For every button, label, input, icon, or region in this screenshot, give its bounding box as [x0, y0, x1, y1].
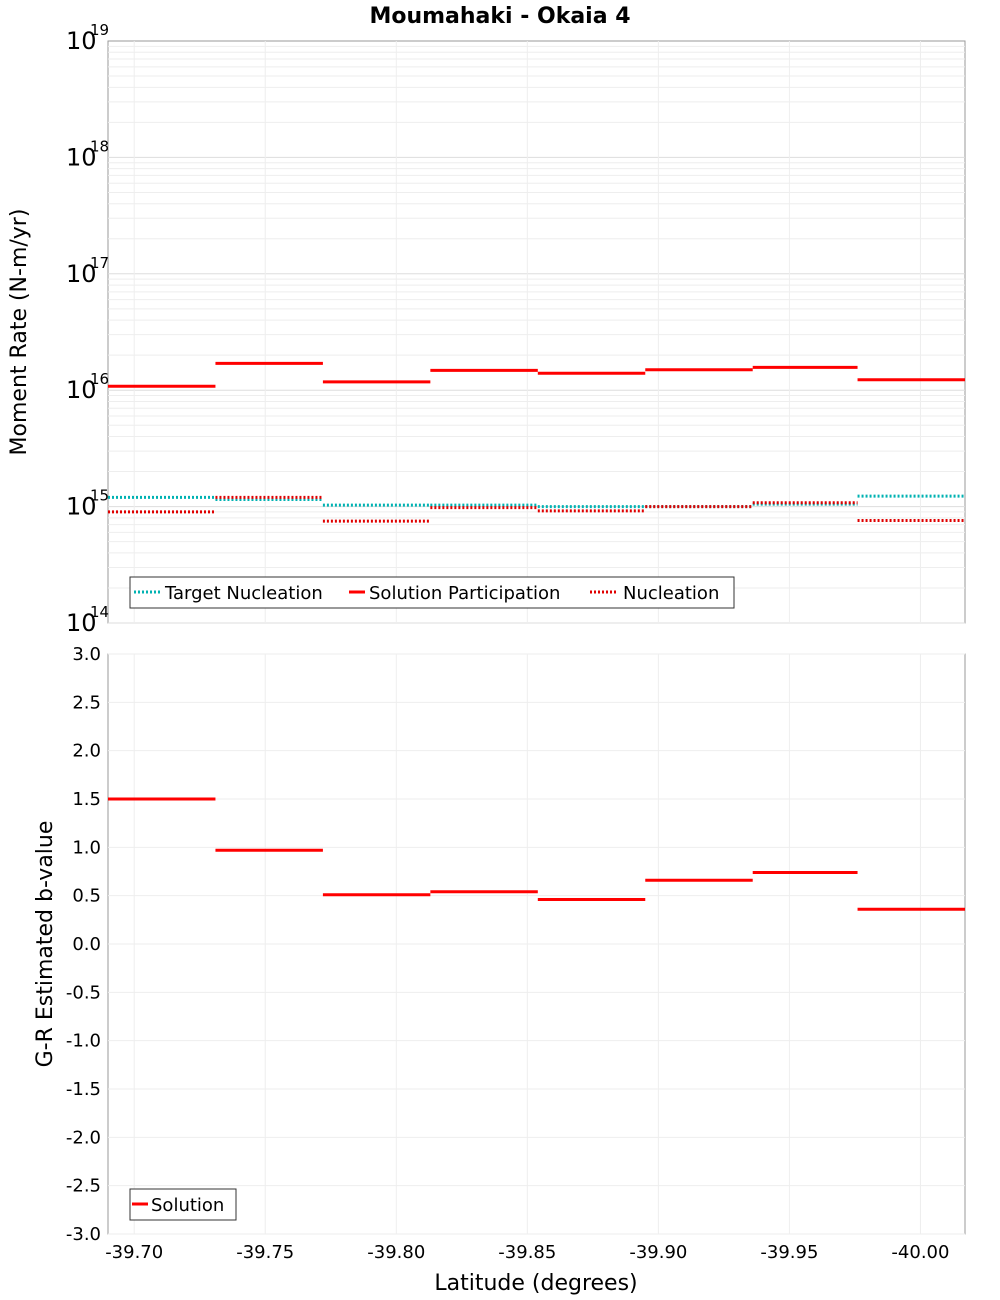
legend-label-solution-participation: Solution Participation: [369, 583, 560, 604]
b-value-y-ticks: 3.0 2.5 2.0 1.5 1.0 0.5 0.0 -0.5 -1.0 -1.5 -2.0 -2.…: [66, 644, 101, 1245]
x-tick-label: -39.85: [498, 1242, 556, 1263]
y-tick-label: -2.0: [66, 1127, 101, 1148]
y-tick-label-base: 10: [66, 609, 97, 637]
y-tick-label-exponent: 15: [90, 487, 109, 505]
x-tick-label: -39.80: [367, 1242, 425, 1263]
x-tick-label: -39.75: [236, 1242, 294, 1263]
legend-label-solution: Solution: [151, 1195, 224, 1216]
y-tick-label-base: 10: [66, 376, 97, 404]
y-tick-label: 2.5: [72, 692, 101, 713]
moment-rate-series: [108, 361, 965, 523]
y-tick-label: 1.0: [72, 837, 101, 858]
b-value-panel: 3.0 2.5 2.0 1.5 1.0 0.5 0.0 -0.5 -1.0 -1.5 -2.0 -2.…: [33, 644, 966, 1296]
y-tick-label-exponent: 19: [90, 21, 109, 39]
chart-title: Moumahaki - Okaia 4: [369, 4, 630, 29]
moment-rate-legend: Target Nucleation Solution Participation…: [129, 576, 735, 609]
y-tick-label-exponent: 16: [90, 370, 109, 388]
moment-rate-grid: [108, 41, 965, 624]
x-tick-label: -39.70: [105, 1242, 163, 1263]
x-tick-label: -39.90: [629, 1242, 687, 1263]
y-tick-label-base: 10: [66, 260, 97, 288]
y-tick-label: -2.5: [66, 1176, 101, 1197]
y-tick-label: -0.5: [66, 982, 101, 1003]
y-tick-label: -1.0: [66, 1031, 101, 1052]
y-tick-label-exponent: 17: [90, 254, 109, 272]
legend-label-target-nucleation: Target Nucleation: [164, 583, 323, 604]
moment-rate-legend-box: [129, 576, 735, 609]
b-value-legend: Solution: [129, 1188, 237, 1221]
y-tick-label: -3.0: [66, 1224, 101, 1245]
x-axis-label: Latitude (degrees): [434, 1271, 637, 1296]
legend-label-nucleation: Nucleation: [623, 583, 719, 604]
moment-rate-y-axis-label: Moment Rate (N-m/yr): [7, 209, 32, 456]
y-tick-label: 0.0: [72, 934, 101, 955]
y-tick-label: 3.0: [72, 644, 101, 665]
b-value-y-axis-label: G-R Estimated b-value: [33, 821, 58, 1068]
y-tick-label: 0.5: [72, 886, 101, 907]
y-tick-label: -1.5: [66, 1079, 101, 1100]
b-value-x-ticks: -39.70 -39.75 -39.80 -39.85 -39.90 -39.95 -40.…: [105, 1242, 949, 1263]
x-tick-label: -39.95: [760, 1242, 818, 1263]
y-tick-label: 2.0: [72, 741, 101, 762]
moment-rate-plot-area: [107, 40, 966, 624]
b-value-grid: [108, 653, 965, 1235]
y-tick-label-exponent: 14: [90, 603, 109, 621]
x-tick-label: -40.00: [891, 1242, 949, 1263]
y-tick-label-base: 10: [66, 143, 97, 171]
b-value-series: [108, 797, 965, 911]
y-tick-label: 1.5: [72, 789, 101, 810]
y-tick-label-base: 10: [66, 27, 97, 55]
y-tick-label-base: 10: [66, 493, 97, 521]
y-tick-label-exponent: 18: [90, 137, 109, 155]
